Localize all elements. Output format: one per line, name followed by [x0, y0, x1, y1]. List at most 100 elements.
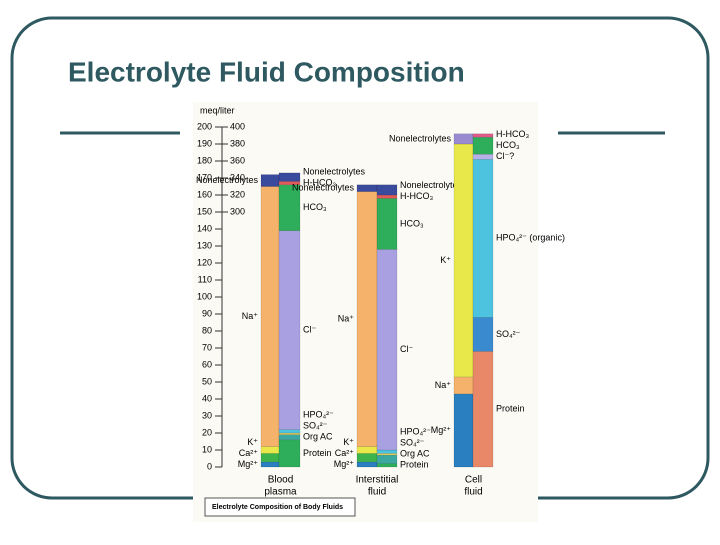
segment-label: Mg²⁺ [334, 459, 354, 469]
segment-label: Protein [400, 460, 429, 470]
segment-label: HPO₄²⁻ (organic) [496, 233, 565, 243]
y-tick-label: 180 [197, 155, 212, 165]
y-tick-label: 150 [197, 206, 212, 216]
y2-tick-label: 340 [230, 172, 245, 182]
segment-label: SO₄²⁻ [400, 438, 425, 448]
bar-segment [376, 249, 398, 451]
bar-segment [260, 186, 280, 447]
bar-segment [356, 191, 378, 447]
y-tick-label: 40 [202, 393, 212, 403]
bar-segment [278, 439, 301, 468]
y-tick-label: 190 [197, 138, 212, 148]
bar-segment [278, 184, 301, 231]
bar-segment [356, 453, 378, 463]
y2-tick-label: 380 [230, 138, 245, 148]
bar-segment [453, 133, 474, 145]
segment-label: Na⁺ [242, 311, 259, 321]
bar-segment [472, 136, 494, 155]
segment-label: Mg²⁺ [431, 425, 451, 435]
y-tick-label: 70 [202, 342, 212, 352]
segment-label: H-HCO₃ [496, 129, 529, 139]
bar-segment [453, 143, 474, 378]
segment-label: SO₄²⁻ [496, 329, 521, 339]
segment-label: HCO₃ [400, 218, 424, 228]
y2-tick-label: 400 [230, 121, 245, 131]
bar-segment [278, 172, 301, 182]
segment-label: Protein [496, 404, 525, 414]
y2-tick-label: 320 [230, 189, 245, 199]
segment-label: Protein [303, 448, 332, 458]
y-tick-label: 160 [197, 189, 212, 199]
segment-label: Mg²⁺ [238, 459, 258, 469]
bar-segment [472, 153, 494, 160]
segment-label: HPO₄²⁻ [303, 410, 334, 420]
group-label: fluid [464, 487, 482, 498]
bar-segment [356, 184, 378, 192]
group-label: plasma [264, 487, 297, 498]
segment-label: H-HCO₃ [400, 191, 433, 201]
segment-label: Ca²⁺ [239, 448, 259, 458]
y-tick-label: 100 [197, 291, 212, 301]
segment-label: Nonelectrolytes [292, 183, 355, 193]
segment-label: Na⁺ [338, 313, 355, 323]
y2-tick-label: 360 [230, 155, 245, 165]
bar-segment [453, 393, 474, 468]
y-tick-label: 200 [197, 121, 212, 131]
segment-label: Ca²⁺ [335, 448, 355, 458]
caption-box [204, 497, 356, 517]
segment-label: HPO₄²⁻ [400, 427, 431, 437]
segment-label: K⁺ [247, 437, 258, 447]
segment-label: Nonelectrolytes [303, 166, 366, 176]
group-label: fluid [368, 487, 386, 498]
y-tick-label: 20 [202, 427, 212, 437]
segment-label: Org AC [303, 432, 333, 442]
segment-label: Org AC [400, 449, 430, 459]
bar-segment [376, 194, 398, 199]
y-tick-label: 0 [207, 461, 212, 471]
segment-label: K⁺ [440, 255, 451, 265]
segment-label: Nonelectrolytes [389, 133, 452, 143]
bar-segment [376, 198, 398, 250]
bar-segment [376, 449, 398, 454]
segment-label: Cl⁻ [303, 325, 316, 335]
bar-segment [376, 184, 398, 196]
bar-segment [472, 159, 494, 318]
y2-tick-label: 300 [230, 206, 245, 216]
y-tick-label: 170 [197, 172, 212, 182]
y-tick-label: 110 [198, 274, 212, 284]
bar-segment [472, 351, 494, 468]
bar-segment [260, 446, 280, 454]
slide-title: Electrolyte Fluid Composition [68, 56, 465, 87]
segment-label: Nonelectrolytes [196, 175, 259, 185]
bar-segment [376, 454, 398, 464]
y-tick-label: 90 [202, 308, 212, 318]
y-axis-label: meq/liter [200, 105, 235, 115]
bar-segment [376, 453, 398, 456]
bar-segment [356, 446, 378, 454]
bar-segment [278, 432, 301, 435]
bar-segment [278, 434, 301, 441]
group-label: Interstitial [356, 475, 399, 486]
bar-segment [472, 133, 494, 138]
y-tick-label: 140 [197, 223, 212, 233]
y-tick-label: 30 [202, 410, 212, 420]
group-label: Cell [465, 475, 482, 486]
bar-segment [278, 230, 301, 430]
bar-segment [453, 376, 474, 395]
bar-segment [376, 463, 398, 468]
segment-label: HCO₃ [496, 140, 520, 150]
y-tick-label: 80 [202, 325, 212, 335]
bar-segment [260, 174, 280, 187]
segment-label: Nonelectrolytes [400, 180, 463, 190]
segment-label: HCO₃ [303, 202, 327, 212]
caption: Electrolyte Composition of Body Fluids [212, 504, 343, 511]
bar-segment [260, 461, 280, 468]
segment-label: Na⁺ [435, 380, 452, 390]
segment-label: H-HCO₃ [303, 177, 336, 187]
y-tick-label: 130 [197, 240, 212, 250]
bar-segment [260, 453, 280, 463]
group-label: Blood [268, 475, 294, 486]
bar-segment [472, 317, 494, 352]
y-tick-label: 60 [202, 359, 212, 369]
